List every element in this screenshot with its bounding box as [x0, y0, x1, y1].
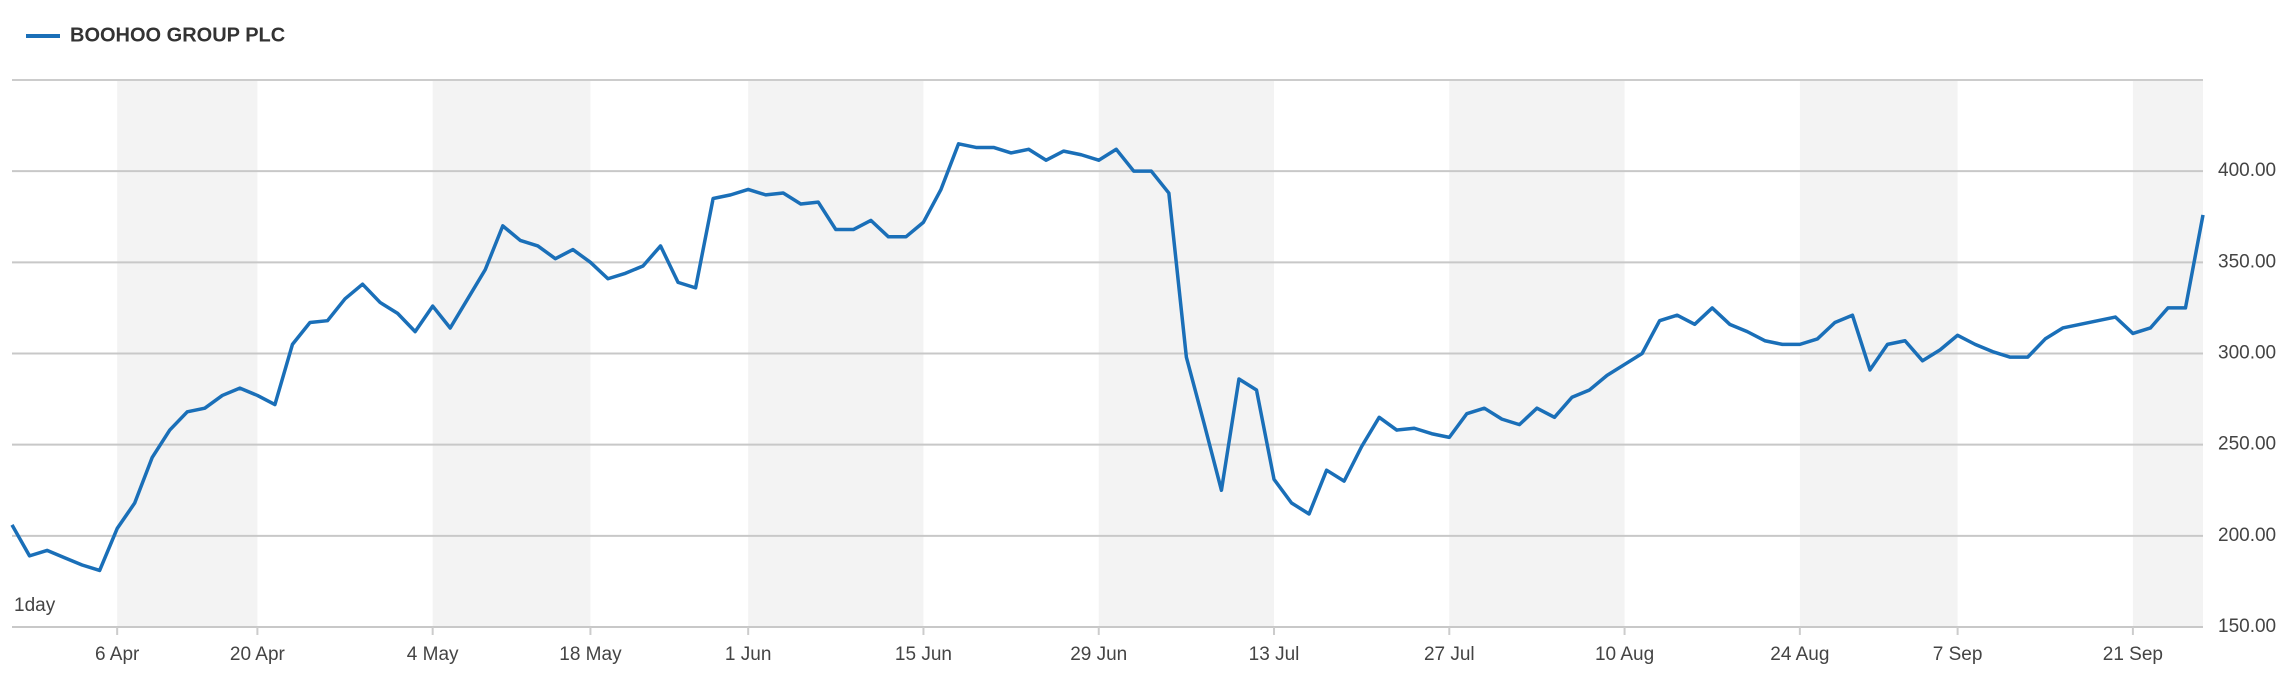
x-tick-label: 13 Jul — [1249, 644, 1300, 665]
x-tick-label: 21 Sep — [2103, 644, 2163, 665]
x-tick-label: 10 Aug — [1595, 644, 1654, 665]
x-tick-label: 6 Apr — [95, 644, 140, 665]
x-tick-label: 7 Sep — [1933, 644, 1983, 665]
x-tick-label: 18 May — [559, 644, 622, 665]
y-tick-label: 300.00 — [2218, 343, 2276, 364]
legend-label: BOOHOO GROUP PLC — [70, 24, 285, 46]
x-tick-label: 29 Jun — [1070, 644, 1127, 665]
x-tick-label: 27 Jul — [1424, 644, 1475, 665]
y-tick-label: 400.00 — [2218, 160, 2276, 181]
series-line — [10, 142, 2205, 573]
interval-label: 1day — [14, 595, 56, 616]
y-tick-label: 200.00 — [2218, 525, 2276, 546]
x-tick-label: 20 Apr — [230, 644, 286, 665]
y-tick-label: 250.00 — [2218, 434, 2276, 455]
x-tick-label: 4 May — [407, 644, 459, 665]
y-tick-label: 150.00 — [2218, 616, 2276, 637]
x-tick-label: 15 Jun — [895, 644, 952, 665]
x-tick-label: 24 Aug — [1770, 644, 1829, 665]
y-tick-label: 350.00 — [2218, 251, 2276, 272]
x-tick-label: 1 Jun — [725, 644, 771, 665]
